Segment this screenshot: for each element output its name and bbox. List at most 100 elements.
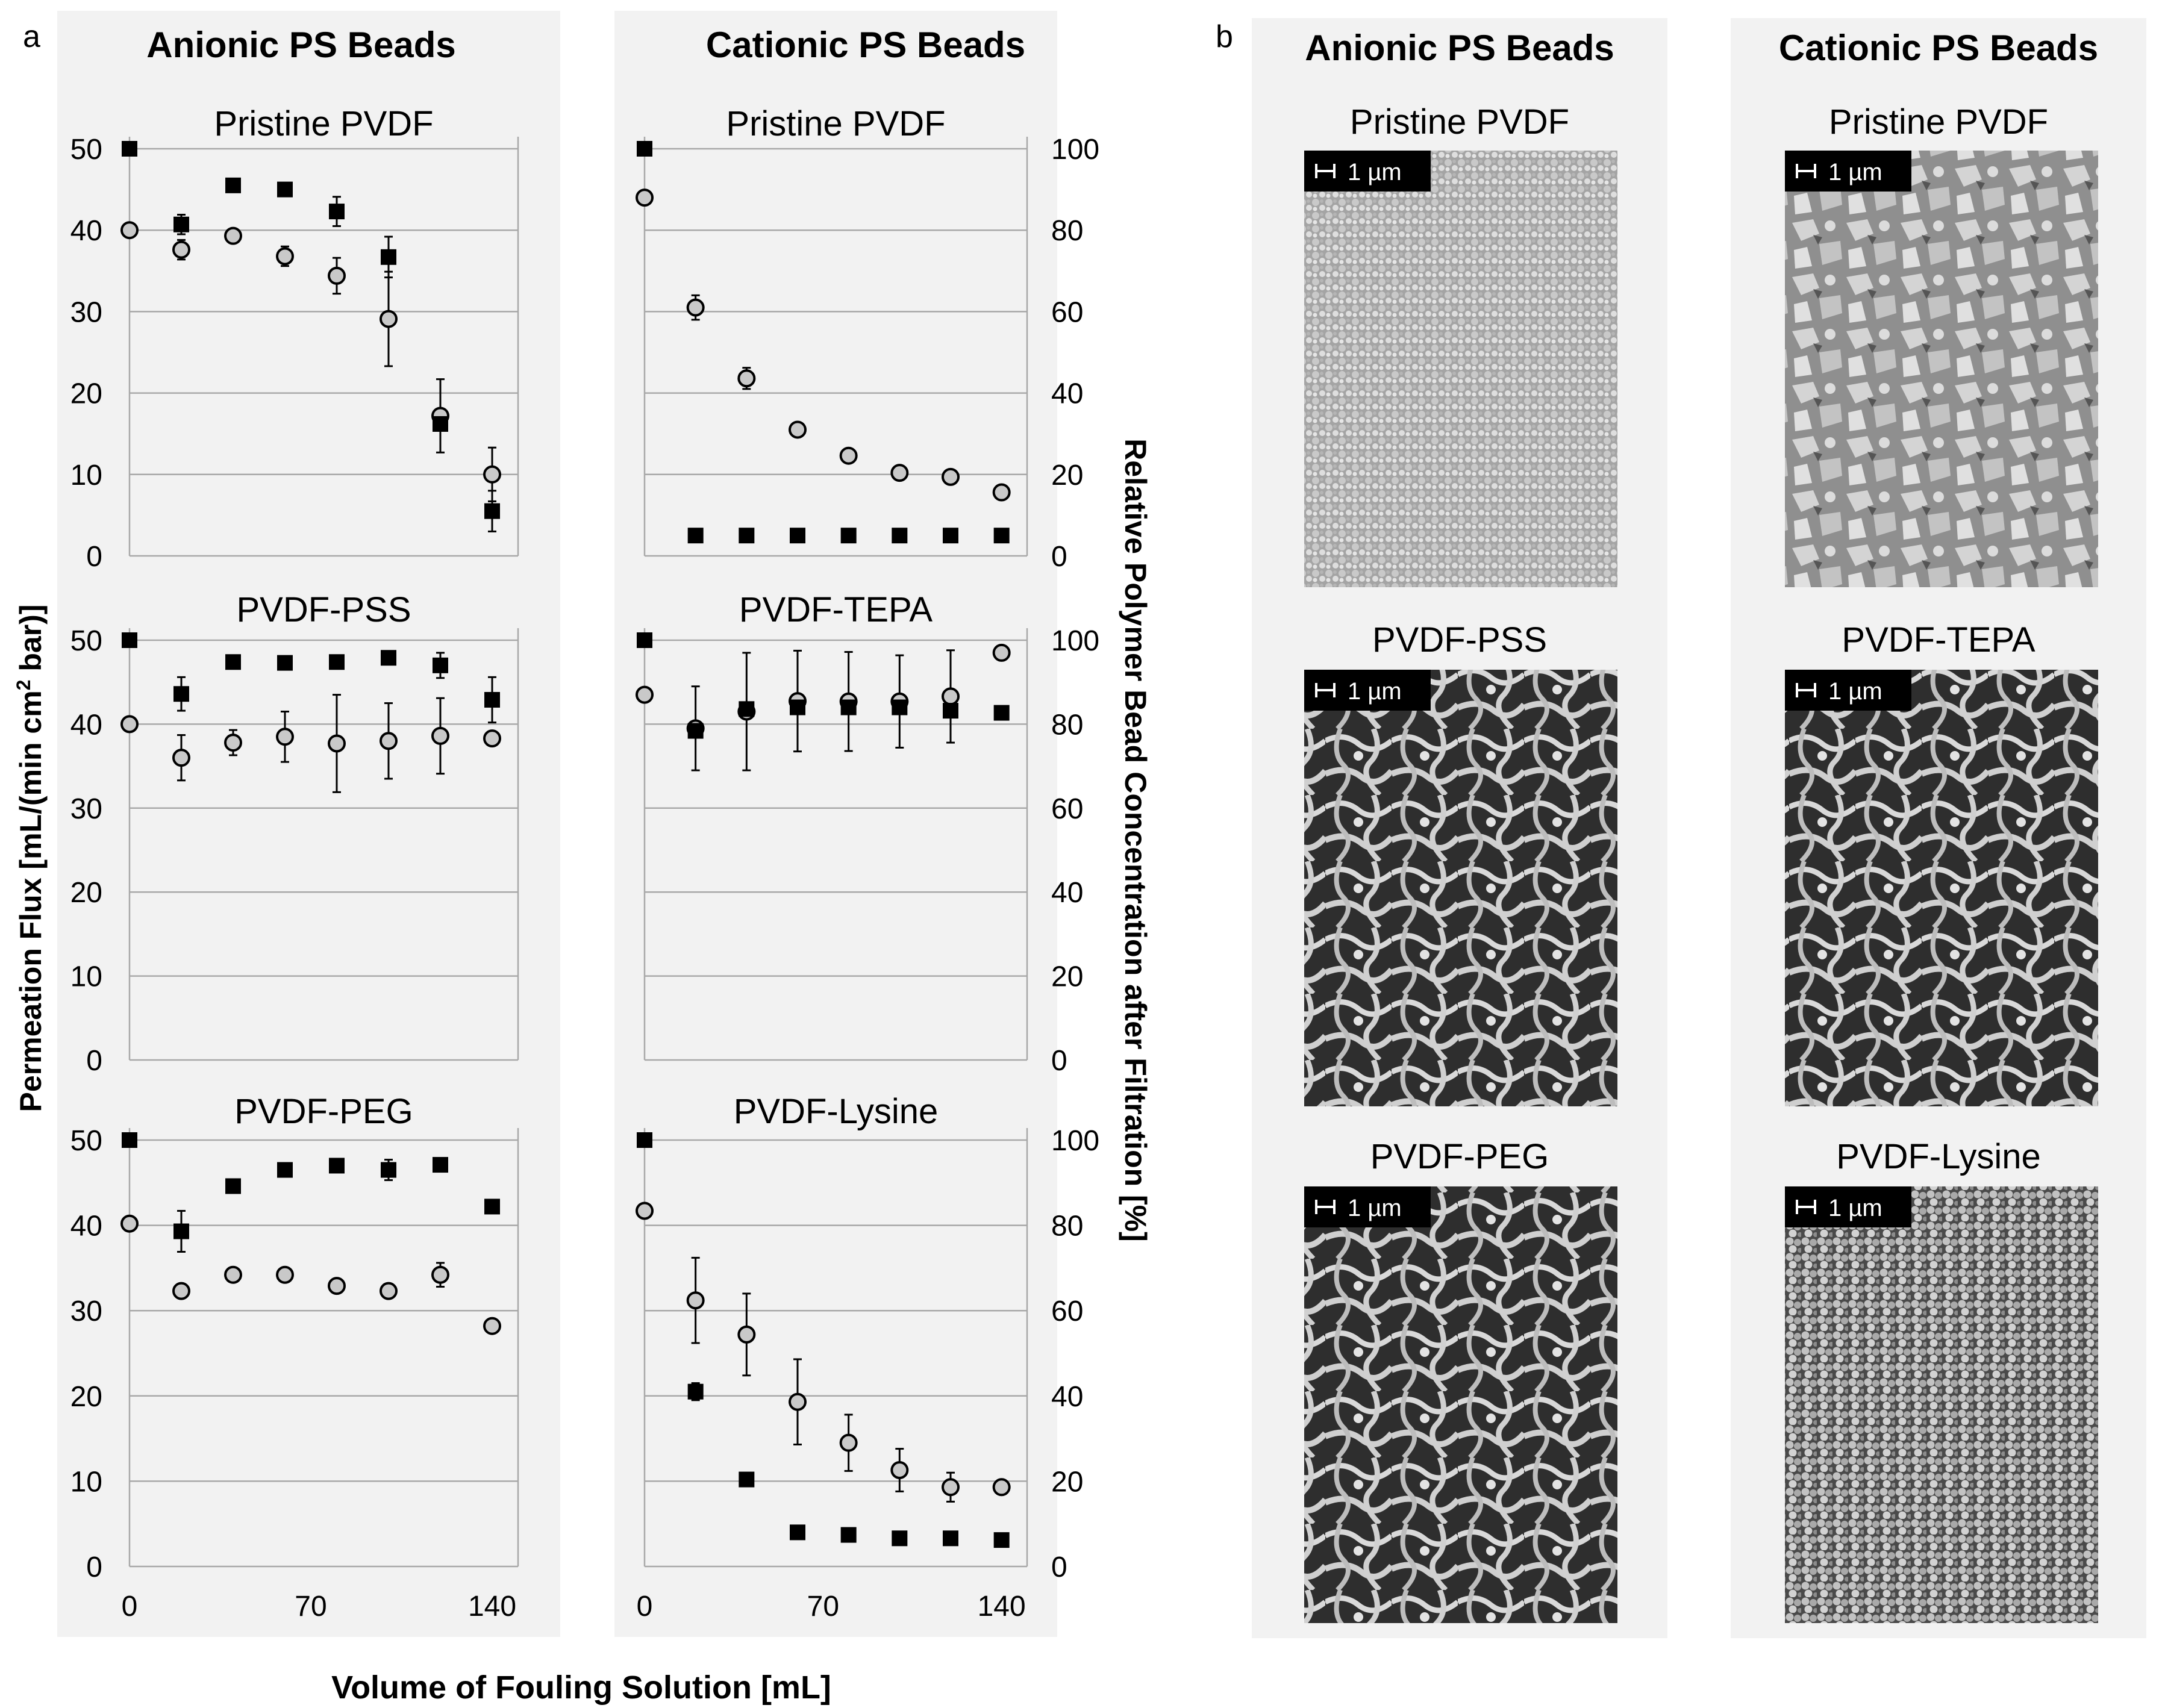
y-tick-label: 0 [1051,1551,1067,1583]
y-tick-label: 100 [1051,1125,1099,1157]
chart-5: 0 10 20 30 40 50 PVDF-PEG 0 70 140 [70,1092,519,1622]
x-axis-label: Volume of Fouling Solution [mL] [331,1669,831,1706]
x-tick-label: 0 [122,1591,138,1622]
panel-b-title-anionic: Anionic PS Beads [1305,28,1614,68]
chart-1: 0 10 20 30 40 50 Pristine PVDF [70,104,519,573]
data-point-square [381,249,396,265]
y-tick-label: 60 [1051,1295,1083,1327]
y-tick-label: 0 [1051,541,1067,573]
data-point-square [173,686,189,702]
data-point-circle [380,1282,398,1300]
chart-4: 0 20 40 60 80 100 PVDF-TEPA [636,590,1099,1077]
data-point-circle [789,420,807,439]
sem-image [1785,670,2098,1106]
data-point-square [381,650,396,666]
data-point-square [840,528,857,544]
data-point-square [122,632,137,648]
y-tick-label: 80 [1051,215,1083,247]
data-point-circle [992,643,1011,662]
sem-image [1304,1186,1617,1623]
y-tick-label: 10 [70,961,102,993]
scale-bar-label: 1 µm [1828,678,1882,705]
data-point-square [739,528,755,544]
data-point-square [993,1532,1010,1548]
panel-a-col-right-bg [614,11,1057,1637]
sem-panel: Pristine PVDF 1 µm [1785,102,2098,587]
y-tick-label: 80 [1051,709,1083,741]
y-tick-label: 40 [1051,1381,1083,1413]
data-point-square [484,503,500,519]
scale-bar-label: 1 µm [1348,678,1402,705]
y-tick-label: 10 [70,1466,102,1498]
y-tick-label: 60 [1051,793,1083,825]
data-point-circle [328,266,346,285]
panel-b: b Anionic PS Beads Cationic PS Beads Pristi… [1216,18,2146,1638]
chart-title: PVDF-Lysine [734,1092,939,1131]
data-point-square [173,216,189,232]
scale-bar-label: 1 µm [1828,159,1882,185]
data-point-square [790,699,805,715]
x-tick-label: 140 [978,1591,1026,1622]
y-tick-label: 50 [70,1125,102,1157]
data-point-circle [431,726,449,745]
data-point-square [484,1198,500,1215]
data-point-circle [120,715,139,734]
data-point-circle [992,483,1011,502]
y-tick-label: 40 [70,1211,102,1242]
data-point-circle [890,1460,909,1479]
data-point-circle [172,749,190,767]
data-point-circle [328,1277,346,1295]
data-point-square [433,1157,448,1173]
y-tick-label: 0 [86,541,102,573]
y-tick-label: 30 [70,296,102,328]
data-point-circle [431,1265,449,1284]
data-point-circle [120,1214,139,1233]
data-point-square [433,416,448,432]
data-point-square [637,1132,652,1148]
x-tick-label: 140 [468,1591,516,1622]
data-point-circle [224,734,242,752]
panel-a-letter: a [23,19,40,54]
sem-image [1304,151,1617,587]
data-point-square [993,705,1010,721]
data-point-square [225,654,241,670]
scale-bar-label: 1 µm [1348,159,1402,185]
y-tick-label: 20 [70,378,102,410]
y-axis-label-right: Relative Polymer Bead Concentration afte… [1119,438,1152,1242]
sem-caption: PVDF-PEG [1370,1137,1549,1176]
sem-caption: PVDF-PSS [1372,620,1547,659]
y-tick-label: 0 [1051,1045,1067,1077]
data-point-circle [120,221,139,240]
y-tick-label: 60 [1051,296,1083,328]
sem-caption: Pristine PVDF [1350,102,1569,142]
y-tick-label: 0 [86,1551,102,1583]
y-tick-label: 30 [70,1295,102,1327]
x-tick-label: 70 [807,1591,839,1622]
data-point-square [790,1524,805,1541]
data-point-square [943,1530,958,1547]
chart-title: Pristine PVDF [214,104,433,143]
data-point-circle [380,310,398,328]
data-point-square [943,528,958,544]
data-point-square [840,1527,857,1543]
y-tick-label: 40 [1051,378,1083,410]
data-point-square [484,691,500,708]
y-tick-label: 40 [70,215,102,247]
data-point-circle [839,446,858,465]
data-point-square [892,699,908,715]
data-point-square [173,1223,189,1239]
data-point-square [277,181,293,198]
y-tick-label: 100 [1051,625,1099,657]
data-point-circle [276,1265,294,1284]
x-tick-label: 0 [637,1591,653,1622]
chart-2: 0 20 40 60 80 100 Pristine PVDF [636,104,1099,573]
data-point-circle [636,1202,654,1220]
data-point-square [687,1383,704,1400]
data-point-circle [686,298,705,317]
data-point-square [892,1530,908,1547]
data-point-square [687,723,704,739]
y-tick-label: 20 [1051,961,1083,993]
data-point-square [277,655,293,671]
panel-a-col-left-bg [57,11,560,1637]
